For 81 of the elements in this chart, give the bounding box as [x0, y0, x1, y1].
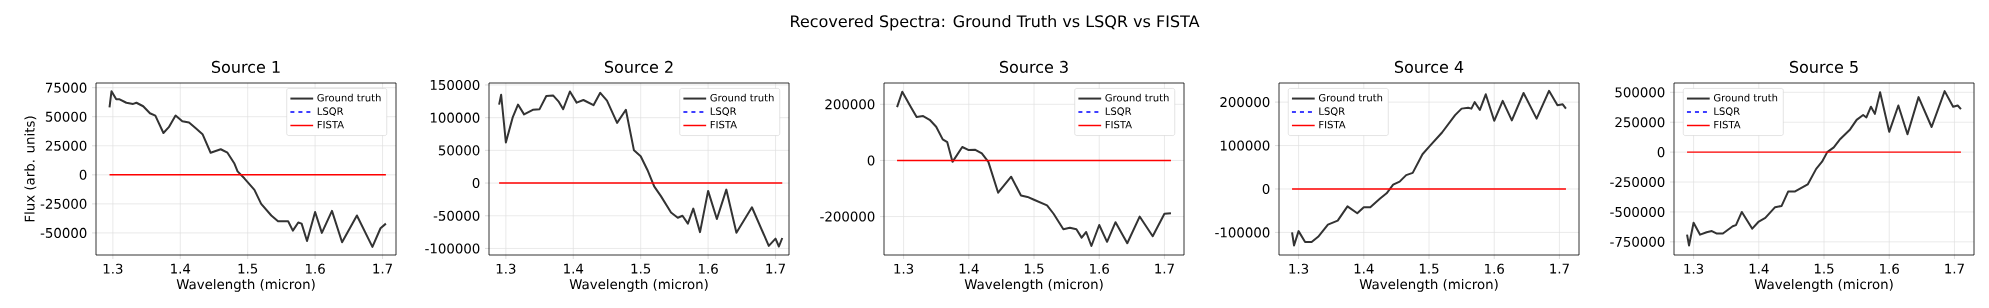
y-tick-label: 0: [79, 169, 87, 180]
x-tick-label: 1.5: [1024, 263, 1044, 274]
y-tick-label: -750000: [1610, 236, 1665, 247]
x-tick-label: 1.7: [1550, 263, 1569, 274]
y-tick-label: -100000: [425, 243, 480, 254]
chart-title: Source 5: [1789, 60, 1858, 73]
x-tick-label: 1.6: [1880, 263, 1899, 274]
x-tick-label: 1.5: [1814, 263, 1834, 274]
y-tick-label: -200000: [820, 211, 875, 222]
legend-label: Ground truth: [710, 93, 774, 102]
x-tick-label: 1.3: [1684, 263, 1704, 274]
chart-title: Source 1: [211, 60, 280, 73]
x-tick-label: 1.3: [103, 263, 123, 274]
x-tick-label: 1.4: [1749, 263, 1769, 274]
y-tick-label: 25000: [45, 140, 87, 151]
legend-label: LSQR: [317, 107, 344, 117]
x-tick-label: 1.5: [238, 263, 258, 274]
line-series: [896, 90, 1172, 248]
y-tick-label: -500000: [1610, 206, 1665, 217]
x-axis-title: Wavelength (micron): [176, 278, 315, 292]
x-tick-label: 1.7: [373, 263, 392, 274]
y-tick-label: 50000: [45, 111, 87, 122]
x-axis-title: Wavelength (micron): [569, 278, 708, 292]
y-tick-label: 50000: [438, 145, 480, 156]
y-tick-label: 250000: [1615, 117, 1665, 128]
x-tick-label: 1.6: [698, 263, 718, 274]
y-tick-label: 75000: [45, 82, 87, 93]
x-tick-label: 1.5: [1419, 263, 1439, 274]
y-tick-label: -100000: [1215, 227, 1270, 238]
legend-label: LSQR: [710, 107, 737, 117]
x-tick-label: 1.3: [1289, 263, 1309, 274]
y-tick-label: 0: [867, 155, 875, 166]
y-tick-label: 100000: [1220, 140, 1270, 151]
legend-label: FISTA: [710, 120, 737, 129]
chart-title: Source 4: [1394, 60, 1464, 73]
x-tick-label: 1.7: [766, 263, 785, 274]
y-tick-label: 200000: [1220, 97, 1270, 108]
x-tick-label: 1.4: [959, 263, 979, 274]
y-tick-label: 0: [1657, 147, 1665, 158]
y-tick-label: 0: [1262, 183, 1270, 195]
line-series: [1291, 89, 1567, 247]
x-axis-title: Wavelength (micron): [1359, 278, 1498, 292]
y-tick-label: -250000: [1610, 176, 1665, 188]
line-series: [1686, 90, 1962, 247]
legend-label: LSQR: [1319, 107, 1345, 117]
text: Recovered Spectra: Ground Truth vs LSQR vs FISTA: [791, 14, 1200, 31]
x-tick-label: 1.3: [894, 263, 914, 274]
x-tick-label: 1.7: [1945, 263, 1964, 274]
legend-label: FISTA: [1714, 120, 1741, 129]
y-tick-label: 500000: [1615, 87, 1665, 98]
chart-title: Source 2: [604, 60, 673, 73]
chart-title: Source 3: [999, 60, 1068, 73]
legend-label: FISTA: [1319, 120, 1346, 129]
legend-label: FISTA: [317, 120, 344, 129]
y-axis-title: Flux (arb. units): [24, 116, 37, 222]
legend-label: Ground truth: [317, 93, 381, 102]
legend-label: LSQR: [1105, 107, 1132, 117]
x-axis-title: Wavelength (micron): [964, 278, 1103, 292]
x-tick-label: 1.6: [1090, 263, 1109, 274]
y-tick-label: 0: [472, 178, 480, 189]
legend-label: LSQR: [1714, 107, 1740, 117]
line-series: [498, 90, 784, 248]
y-tick-label: -25000: [40, 198, 87, 209]
x-tick-label: 1.4: [171, 263, 191, 274]
x-tick-label: 1.4: [564, 263, 584, 274]
y-tick-label: 150000: [430, 79, 480, 91]
y-tick-label: -50000: [40, 227, 87, 238]
legend-label: Ground truth: [1713, 93, 1778, 102]
x-tick-label: 1.4: [1354, 263, 1374, 274]
legend-label: Ground truth: [1318, 93, 1383, 102]
x-axis-title: Wavelength (micron): [1754, 278, 1893, 292]
x-tick-label: 1.6: [1485, 263, 1504, 274]
x-tick-label: 1.5: [631, 263, 651, 274]
legend-label: Ground truth: [1105, 93, 1169, 102]
x-tick-label: 1.6: [305, 263, 325, 274]
x-tick-label: 1.3: [496, 263, 516, 274]
legend-label: FISTA: [1105, 120, 1132, 129]
y-tick-label: 100000: [430, 112, 480, 123]
y-tick-label: 200000: [825, 99, 875, 110]
y-tick-label: -50000: [433, 210, 480, 221]
x-tick-label: 1.7: [1155, 263, 1174, 274]
